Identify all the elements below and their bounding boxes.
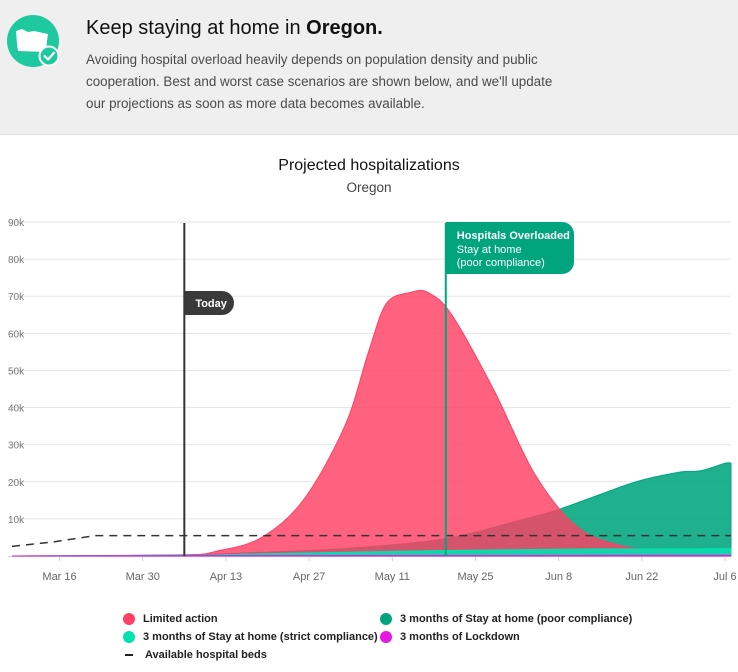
chart-subtitle: Oregon: [346, 180, 392, 195]
x-tick-label: May 11: [375, 571, 410, 583]
banner-title: Keep staying at home in Oregon.: [86, 17, 383, 39]
x-tick-label: Mar 30: [126, 571, 160, 583]
legend-item-hospital-beds[interactable]: Available hospital beds: [123, 649, 267, 661]
series-area-lockdown: [11, 554, 732, 557]
legend-item-limited-action[interactable]: Limited action: [123, 613, 218, 625]
legend-label: 3 months of Stay at home (poor complianc…: [400, 613, 633, 625]
x-tick-label: Apr 13: [210, 571, 242, 583]
x-tick-label: Jun 8: [545, 571, 572, 583]
legend-label: 3 months of Lockdown: [400, 631, 520, 643]
overloaded-marker-subtitle: (poor compliance): [457, 257, 545, 269]
overloaded-marker-title: Hospitals Overloaded: [457, 230, 570, 242]
legend-dot-strict-compliance: [123, 631, 135, 643]
legend-item-poor-compliance[interactable]: 3 months of Stay at home (poor complianc…: [380, 613, 632, 625]
y-tick-label: 90k: [8, 218, 25, 229]
y-tick-label: 40k: [8, 404, 25, 415]
x-tick-label: Apr 27: [293, 571, 325, 583]
x-tick-label: Jun 22: [625, 571, 658, 583]
legend-label: Available hospital beds: [145, 649, 267, 661]
overloaded-marker-subtitle: Stay at home: [457, 244, 522, 256]
state-banner: Keep staying at home in Oregon. Avoiding…: [0, 0, 738, 135]
y-tick-label: 80k: [8, 255, 25, 266]
legend-dot-lockdown: [380, 631, 392, 643]
hospital-beds-line: [11, 534, 731, 548]
legend-dot-poor-compliance: [380, 613, 392, 625]
y-tick-label: 20k: [8, 478, 25, 489]
hospitalization-chart: 90k 80k 70k 60k 50k 40k 30k 20k 10k Mar 16 Mar 30 A…: [8, 218, 737, 583]
legend-item-strict-compliance[interactable]: 3 months of Stay at home (strict complia…: [123, 631, 378, 643]
y-tick-label: 70k: [8, 292, 25, 303]
y-tick-label: 30k: [8, 441, 25, 452]
overloaded-marker-flag: [445, 222, 574, 274]
chart-title: Projected hospitalizations: [278, 157, 460, 174]
legend-label: Limited action: [143, 613, 218, 625]
today-marker-flag: [184, 291, 234, 315]
y-tick-label: 60k: [8, 329, 25, 340]
banner-description: Avoiding hospital overload heavily depen…: [86, 52, 553, 111]
x-tick-label: Jul 6: [713, 571, 736, 583]
today-marker-label: Today: [195, 298, 227, 310]
x-tick-label: Mar 16: [42, 571, 76, 583]
y-tick-label: 10k: [8, 515, 25, 526]
legend-dot-limited-action: [123, 613, 135, 625]
legend-dash-hospital-beds: [125, 654, 133, 656]
legend-label: 3 months of Stay at home (strict complia…: [143, 631, 378, 643]
x-tick-label: May 25: [457, 571, 493, 583]
oregon-state-check-icon: [7, 15, 60, 67]
y-tick-label: 50k: [8, 366, 25, 377]
legend-item-lockdown[interactable]: 3 months of Lockdown: [380, 631, 520, 643]
